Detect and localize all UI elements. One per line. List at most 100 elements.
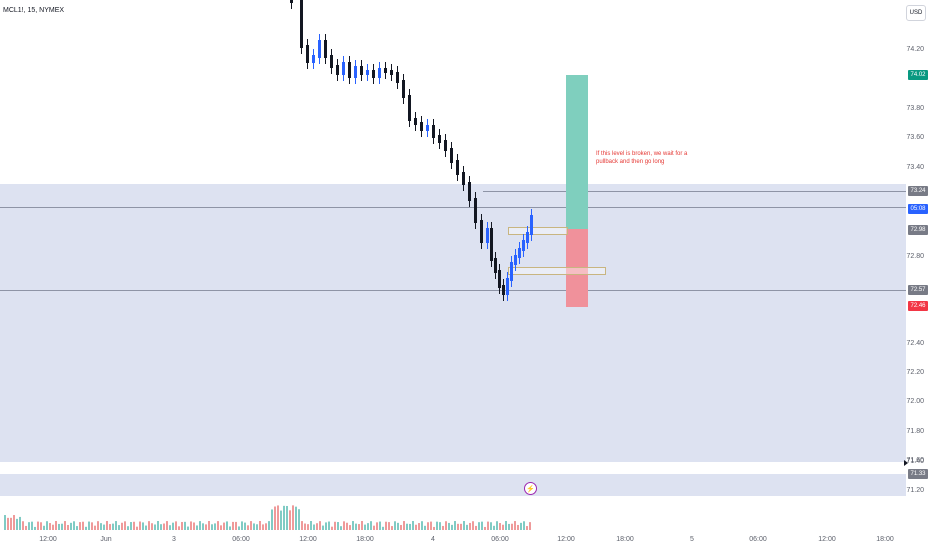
volume-bar (394, 521, 396, 530)
volume-bar (127, 526, 129, 530)
x-tick: 12:00 (299, 536, 317, 543)
volume-bar (358, 524, 360, 530)
volume-bar (4, 515, 6, 530)
candle-body (414, 118, 417, 125)
volume-bar (388, 522, 390, 530)
candle-body (522, 240, 525, 251)
volume-bar (403, 521, 405, 530)
x-tick: 12:00 (39, 536, 57, 543)
volume-bar (367, 523, 369, 530)
volume-bar (286, 505, 288, 530)
price-tag-stop-loss: 72.46 (908, 301, 928, 311)
volume-bar (181, 521, 183, 530)
volume-bar (355, 523, 357, 530)
volume-bar (106, 521, 108, 530)
volume-bar (319, 521, 321, 530)
volume-bar (136, 526, 138, 530)
volume-bar (121, 522, 123, 530)
volume-bar (451, 524, 453, 530)
volume-bar (283, 505, 285, 530)
volume-bar (115, 521, 117, 530)
volume-bar (31, 521, 33, 530)
x-tick: 18:00 (876, 536, 894, 543)
level-line-upper[interactable] (0, 207, 906, 208)
volume-bar (235, 521, 237, 530)
candle-body (506, 278, 509, 295)
chart-annotation[interactable]: If this level is broken, we wait for a p… (596, 151, 688, 165)
volume-bar (334, 521, 336, 530)
volume-bar (19, 516, 21, 530)
volume-bar (433, 526, 435, 530)
level-line-lower[interactable] (0, 290, 906, 291)
candle-body (444, 140, 447, 151)
volume-bar (265, 523, 267, 530)
volume-bar (508, 523, 510, 530)
y-tick: 72.00 (906, 398, 924, 405)
volume-bar (352, 521, 354, 530)
volume-bar (187, 526, 189, 530)
volume-bar (97, 521, 99, 530)
volume-bar (412, 521, 414, 530)
volume-bar (10, 517, 12, 530)
y-tick: 72.40 (906, 340, 924, 347)
volume-bar (100, 523, 102, 530)
volume-bar (274, 506, 276, 530)
volume-bar (382, 526, 384, 530)
volume-bar (364, 524, 366, 530)
candle-body (348, 62, 351, 78)
candle-body (354, 66, 357, 78)
y-tick: 71.60 (906, 457, 924, 464)
x-tick: 18:00 (356, 536, 374, 543)
entry-zone-rect[interactable] (508, 227, 568, 235)
volume-bar (163, 523, 165, 530)
stop-loss-zone[interactable] (566, 229, 588, 307)
candlestick-series[interactable] (0, 0, 906, 320)
volume-bar (391, 526, 393, 530)
volume-bar (241, 521, 243, 530)
volume-bar (496, 521, 498, 530)
volume-bar (430, 521, 432, 530)
volume-bar (40, 522, 42, 530)
candle-body (372, 70, 375, 78)
volume-bar (424, 525, 426, 530)
volume-bar (487, 521, 489, 530)
volume-bar (268, 521, 270, 530)
candle-body (456, 160, 459, 175)
price-tag-level: 73.24 (908, 186, 928, 196)
x-tick: 5 (690, 536, 694, 543)
volume-bar (325, 522, 327, 530)
volume-bar (199, 521, 201, 530)
volume-bar (52, 524, 54, 530)
lightning-icon[interactable]: ⚡ (524, 482, 537, 495)
symbol-label[interactable]: MCL1!, 15, NYMEX (3, 7, 65, 14)
volume-bar (118, 525, 120, 530)
volume-bar (211, 524, 213, 530)
volume-bar (460, 523, 462, 530)
y-tick: 71.40 (906, 458, 924, 465)
x-tick: 06:00 (749, 536, 767, 543)
volume-bar (436, 521, 438, 530)
volume-bar (145, 525, 147, 530)
volume-bar (481, 521, 483, 530)
volume-bar (454, 521, 456, 530)
profit-target-zone[interactable] (566, 75, 588, 229)
volume-bar (247, 525, 249, 530)
volume-bar (148, 521, 150, 530)
candle-body (490, 228, 493, 261)
candle-body (360, 66, 363, 75)
volume-bar (331, 526, 333, 530)
demand-zone-rect[interactable] (508, 267, 606, 275)
volume-bar (202, 523, 204, 530)
volume-bar (292, 505, 294, 530)
volume-bar (64, 521, 66, 530)
volume-bar (397, 522, 399, 530)
volume-bar (151, 523, 153, 530)
volume-bar (445, 521, 447, 530)
resistance-ray[interactable] (483, 191, 906, 192)
currency-button[interactable]: USD (906, 5, 926, 21)
candle-body (438, 135, 441, 143)
volume-bar (526, 526, 528, 530)
candle-body (336, 65, 339, 75)
candle-body (318, 40, 321, 58)
volume-bar (94, 525, 96, 530)
